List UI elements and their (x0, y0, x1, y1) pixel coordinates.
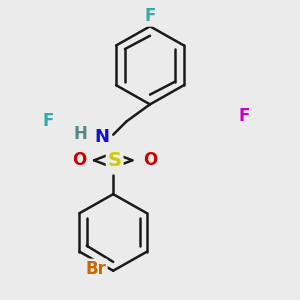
Text: Br: Br (85, 260, 106, 278)
Text: N: N (94, 128, 109, 146)
Text: H: H (74, 125, 88, 143)
Text: F: F (43, 112, 54, 130)
Text: O: O (72, 151, 86, 169)
Text: F: F (144, 7, 156, 25)
Text: S: S (108, 151, 122, 170)
Text: O: O (143, 151, 157, 169)
Text: F: F (238, 107, 250, 125)
